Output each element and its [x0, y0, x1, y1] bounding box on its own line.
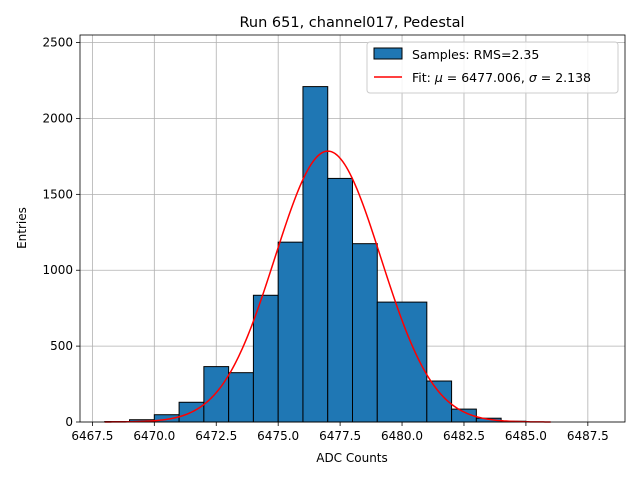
y-axis-ticks: 0 500 1000 1500 2000 2500 [42, 36, 80, 429]
fit-sigma-symbol: σ [529, 70, 538, 85]
x-axis-label: ADC Counts [316, 451, 388, 465]
fit-equals-mu: = [443, 70, 461, 85]
histogram-bar [203, 366, 230, 423]
x-tick-label: 6487.5 [567, 429, 609, 443]
fit-mu-symbol: μ [434, 70, 443, 85]
fit-curve [104, 150, 551, 423]
histogram-bar [352, 243, 378, 423]
x-tick-label: 6472.5 [195, 429, 237, 443]
x-tick-label: 6475.0 [257, 429, 299, 443]
legend-box [366, 41, 619, 94]
fit-equals-sigma: = [537, 70, 555, 85]
x-tick-label: 6480.0 [381, 429, 423, 443]
y-tick-label: 500 [50, 339, 73, 353]
legend-histogram-swatch [373, 47, 403, 60]
fit-sigma-value: 2.138 [555, 70, 591, 85]
y-axis-label: Entries [15, 207, 29, 249]
histogram-bar [252, 294, 279, 423]
y-tick-label: 2500 [42, 36, 73, 50]
chart-title: Run 651, channel017, Pedestal [239, 15, 464, 31]
x-axis-ticks: 6467.5 6470.0 6472.5 6475.0 6477.5 6480.0 6482… [71, 422, 609, 443]
histogram-bar [277, 241, 304, 423]
x-tick-label: 6467.5 [71, 429, 113, 443]
fit-separator: , [521, 70, 529, 85]
y-tick-label: 1000 [42, 263, 73, 277]
x-tick-label: 6482.5 [443, 429, 485, 443]
legend: Samples: RMS=2.35 Fit: μ = 6477.006, σ =… [366, 41, 619, 94]
y-tick-label: 1500 [42, 187, 73, 201]
legend-histogram-label: Samples: RMS=2.35 [412, 47, 539, 62]
x-tick-label: 6470.0 [133, 429, 175, 443]
histogram-bar [327, 177, 353, 423]
histogram-bar [228, 372, 254, 423]
fit-label-prefix: Fit: [412, 70, 435, 85]
x-tick-label: 6477.5 [319, 429, 361, 443]
x-tick-label: 6485.0 [505, 429, 547, 443]
legend-fit-label: Fit: μ = 6477.006, σ = 2.138 [412, 70, 591, 85]
fit-mu-value: 6477.006 [461, 70, 521, 85]
y-tick-label: 2000 [42, 111, 73, 125]
y-tick-label: 0 [65, 415, 73, 429]
histogram-bar [302, 86, 329, 423]
axes-frame [79, 34, 626, 423]
